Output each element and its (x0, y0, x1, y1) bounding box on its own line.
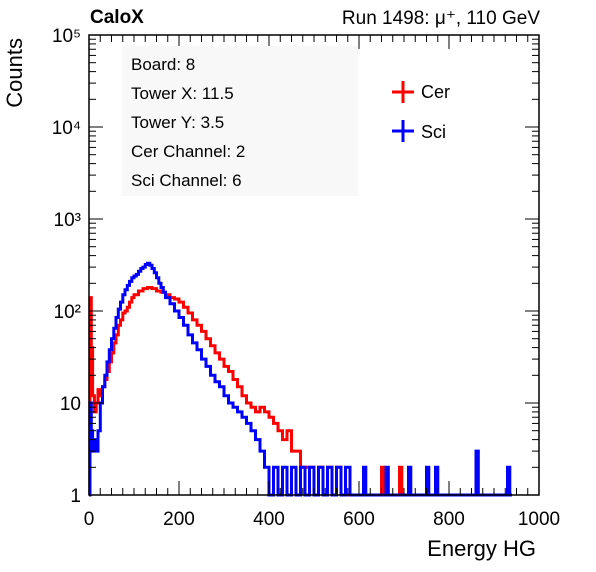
x-tick-label: 800 (433, 509, 465, 530)
legend-label-cer: Cer (421, 82, 451, 102)
x-tick-label: 200 (163, 509, 195, 530)
x-tick-label: 1000 (518, 509, 560, 530)
x-tick-label: 600 (343, 509, 375, 530)
tower-y-label: Tower Y: 3.5 (131, 113, 225, 132)
run-info-label: Run 1498: μ⁺, 110 GeV (341, 8, 540, 29)
y-tick-label: 1 (70, 486, 81, 507)
legend-label-sci: Sci (421, 122, 447, 142)
y-axis-title: Counts (2, 38, 27, 108)
sci-channel-label: Sci Channel: 6 (131, 171, 242, 190)
cer-channel-label: Cer Channel: 2 (131, 142, 246, 161)
series-group (88, 261, 512, 497)
x-axis-ticks (88, 35, 540, 495)
tower-x-label: Tower X: 11.5 (131, 84, 234, 103)
y-axis-tick-labels: 1 10 10² 10³ 10⁴ 10⁵ (52, 26, 81, 507)
board-label: Board: 8 (131, 55, 196, 74)
x-tick-label: 400 (253, 509, 285, 530)
x-axis-tick-labels: 0 200 400 600 800 1000 (84, 509, 560, 530)
x-axis-title: Energy HG (427, 536, 536, 561)
legend-markers (392, 81, 414, 142)
channel-info-box (122, 46, 358, 196)
y-axis-ticks (89, 38, 539, 496)
series-line-cer (88, 286, 404, 497)
y-tick-label: 10² (54, 302, 81, 323)
y-tick-label: 10 (60, 394, 81, 415)
y-tick-label: 10⁴ (52, 118, 81, 139)
brand-label: CaloX (90, 7, 144, 28)
x-tick-label: 0 (84, 509, 95, 530)
y-tick-label: 10³ (54, 210, 81, 231)
y-tick-label: 10⁵ (52, 26, 81, 47)
series-line-sci (88, 261, 512, 497)
